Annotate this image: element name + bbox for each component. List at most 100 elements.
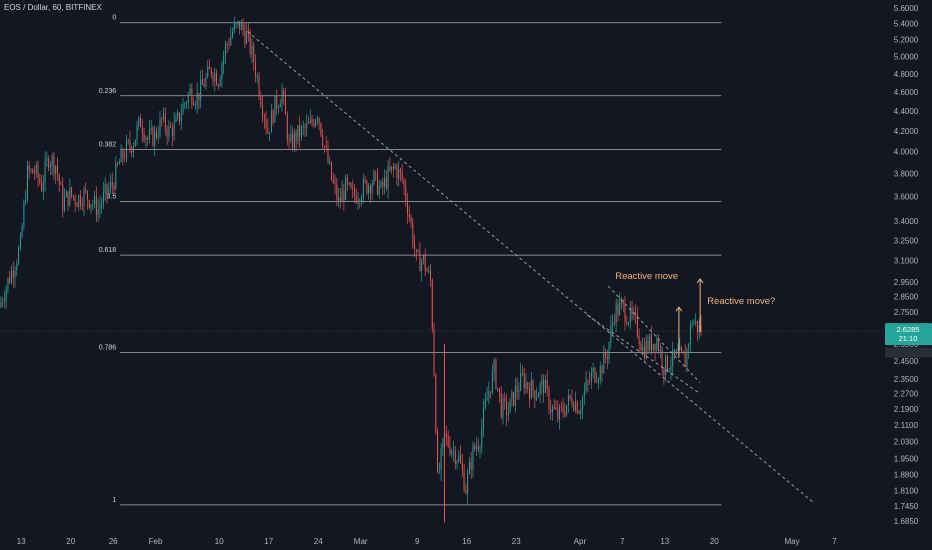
candle-body: [461, 462, 463, 471]
price-tick-label: 2.8500: [894, 293, 919, 302]
candle-body: [168, 125, 170, 137]
time-tick-label: May: [785, 537, 800, 546]
candle-body: [28, 165, 30, 171]
candle-body: [661, 349, 663, 368]
candle-body: [254, 62, 256, 77]
candle-body: [7, 278, 9, 289]
candle-body: [155, 131, 157, 137]
candle-body: [108, 188, 110, 194]
candle-body: [131, 147, 133, 153]
candle-body: [511, 392, 513, 399]
candle-body: [207, 66, 209, 77]
candle-body: [396, 166, 398, 179]
candle-body: [346, 177, 348, 184]
price-tick-label: 5.0000: [894, 52, 919, 61]
candle-body: [467, 473, 469, 494]
candle-body: [624, 304, 626, 323]
candle-body: [138, 117, 140, 126]
chart-title: EOS / Dollar, 60, BITFINEX: [4, 3, 102, 12]
candle-body: [497, 387, 499, 389]
candle-body: [219, 78, 221, 86]
candle-body: [674, 349, 675, 355]
candle-body: [113, 186, 115, 189]
candles-layer: [0, 16, 702, 523]
candle-body: [553, 406, 555, 409]
candle-body: [468, 461, 470, 474]
candle-body: [267, 127, 269, 134]
candle-body: [302, 126, 304, 128]
candle-body: [405, 186, 407, 202]
candle-body: [569, 395, 571, 398]
candle-body: [313, 122, 315, 126]
candle-body: [42, 182, 44, 191]
candle-body: [562, 406, 564, 413]
candle-body: [191, 88, 193, 105]
candle-body: [635, 312, 637, 314]
candle-body: [85, 189, 87, 192]
time-axis[interactable]: 13 20 26 Feb 10 17 24 Mar 9 16 23 Apr 7 13 20 May 7: [17, 537, 838, 546]
candle-body: [490, 391, 492, 393]
candle-body: [263, 115, 265, 119]
candle-body: [447, 436, 449, 446]
candle-body: [532, 380, 534, 391]
candle-body: [69, 187, 71, 206]
candle-body: [101, 203, 103, 207]
candle-body: [311, 119, 313, 123]
candle-body: [216, 73, 218, 85]
candle-body: [613, 322, 615, 323]
candle-body: [56, 166, 58, 175]
candle-body: [228, 44, 230, 46]
candle-body: [26, 165, 28, 200]
price-tick-label: 1.7450: [894, 502, 919, 511]
candle-body: [366, 180, 368, 194]
candle-body: [608, 342, 610, 360]
candle-body: [171, 127, 173, 137]
candle-body: [560, 405, 562, 407]
candle-body: [14, 270, 16, 278]
candle-body: [445, 433, 447, 437]
candle-body: [316, 118, 318, 121]
candle-body: [414, 244, 416, 250]
fib-level-label: 0.236: [99, 88, 117, 95]
candle-body: [574, 401, 576, 411]
candle-body: [283, 90, 285, 96]
candle-body: [352, 188, 354, 190]
candle-body: [398, 169, 400, 179]
candle-body: [659, 349, 661, 352]
candle-body: [410, 216, 412, 224]
candle-body: [72, 195, 74, 197]
candle-body: [606, 357, 608, 360]
candle-body: [460, 455, 462, 463]
candle-body: [25, 199, 27, 203]
candle-body: [196, 93, 198, 105]
candle-body: [617, 304, 619, 315]
candle-body: [380, 181, 382, 187]
candle-body: [580, 409, 582, 414]
candle-body: [235, 23, 237, 25]
candle-body: [368, 185, 370, 194]
candle-body: [279, 104, 281, 108]
time-tick-label: 23: [512, 537, 521, 546]
candle-body: [118, 161, 120, 165]
candle-body: [300, 126, 302, 138]
candle-body: [205, 76, 207, 87]
candle-body: [78, 195, 80, 207]
candle-body: [87, 191, 89, 201]
candle-body: [239, 21, 241, 30]
price-axis[interactable]: 1.6850 1.7450 1.8100 1.8800 1.9500 2.0300 2.11…: [885, 4, 932, 526]
candle-body: [612, 322, 614, 326]
candle-body: [127, 140, 129, 142]
candle-body: [46, 158, 48, 161]
time-tick-label: 20: [710, 537, 719, 546]
candle-body: [589, 381, 591, 383]
candle-body: [331, 162, 332, 180]
candle-body: [544, 379, 546, 393]
candle-body: [327, 147, 329, 163]
candle-body: [141, 126, 143, 134]
candle-body: [651, 335, 652, 351]
candle-body: [270, 110, 272, 133]
candle-body: [258, 76, 260, 97]
price-tick-label: 2.7500: [894, 308, 919, 317]
candle-body: [110, 182, 111, 189]
